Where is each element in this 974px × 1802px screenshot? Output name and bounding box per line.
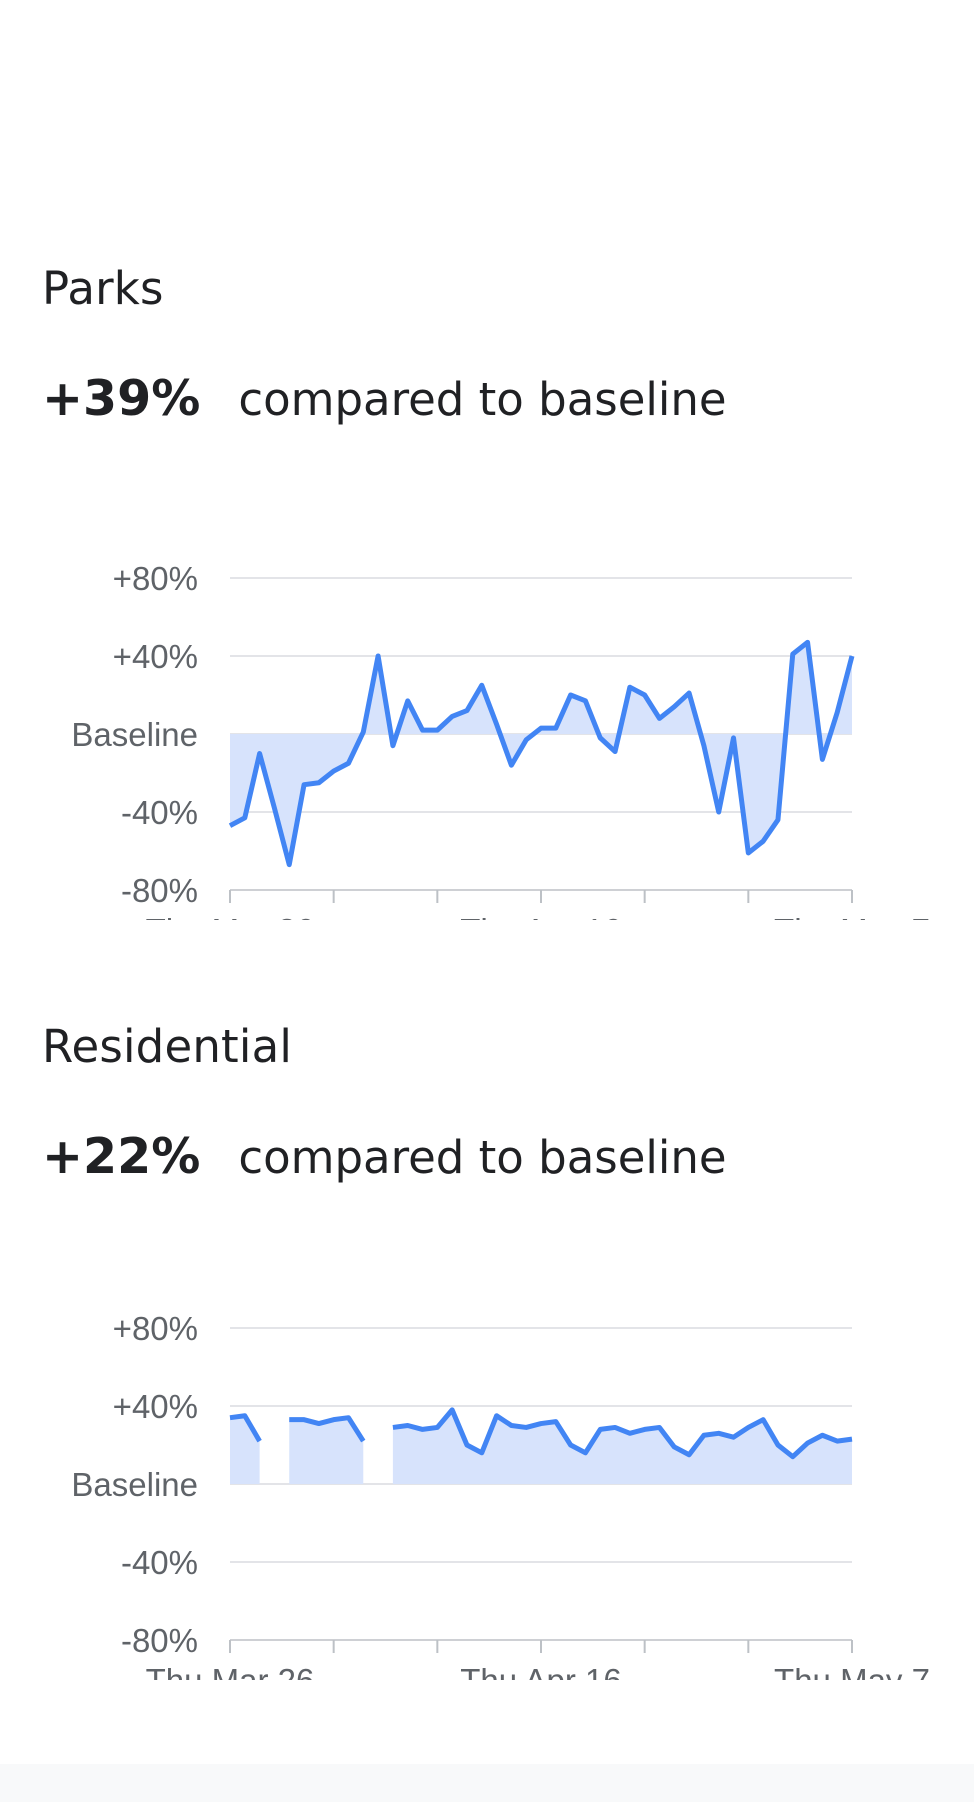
parks-compare-text: compared to baseline — [238, 373, 727, 426]
bottom-bar — [0, 1764, 974, 1802]
y-tick-label: -40% — [121, 1544, 198, 1581]
residential-chart: +80% +40% Baseline -40% -80% Thu Mar 26 Thu Ap… — [71, 1310, 930, 1680]
x-tick-label: Thu May 7 — [774, 1662, 930, 1680]
residential-headline: +22% compared to baseline — [42, 1128, 727, 1185]
residential-compare-text: compared to baseline — [238, 1131, 727, 1184]
series-area — [392, 1409, 852, 1484]
x-tick-label: Thu Mar 26 — [146, 1662, 315, 1680]
section-title-residential: Residential — [42, 1020, 293, 1073]
series-area — [230, 1415, 260, 1484]
y-tick-label: -80% — [121, 1622, 198, 1659]
residential-change-value: +22% — [42, 1128, 201, 1185]
section-title-parks: Parks — [42, 262, 164, 315]
series-line — [392, 1407, 853, 1460]
y-tick-label: Baseline — [71, 1466, 198, 1503]
y-tick-label: +40% — [113, 1388, 198, 1425]
x-tick-label: Thu May 7 — [774, 912, 930, 920]
x-tick-label: Thu Mar 26 — [146, 912, 315, 920]
parks-chart: +80% +40% Baseline -40% -80% Thu Mar 26 Thu Ap… — [71, 560, 930, 920]
y-tick-label: +40% — [113, 638, 198, 675]
parks-headline: +39% compared to baseline — [42, 370, 727, 427]
y-tick-label: +80% — [113, 1310, 198, 1347]
x-tick-label: Thu Apr 16 — [460, 1662, 621, 1680]
y-tick-label: Baseline — [71, 716, 198, 753]
y-tick-label: -40% — [121, 794, 198, 831]
series-area — [230, 642, 852, 865]
series-area — [289, 1417, 364, 1484]
parks-change-value: +39% — [42, 370, 201, 427]
series-line — [289, 1415, 366, 1443]
y-tick-label: -80% — [121, 872, 198, 909]
x-tick-label: Thu Apr 16 — [460, 912, 621, 920]
y-tick-label: +80% — [113, 560, 198, 597]
